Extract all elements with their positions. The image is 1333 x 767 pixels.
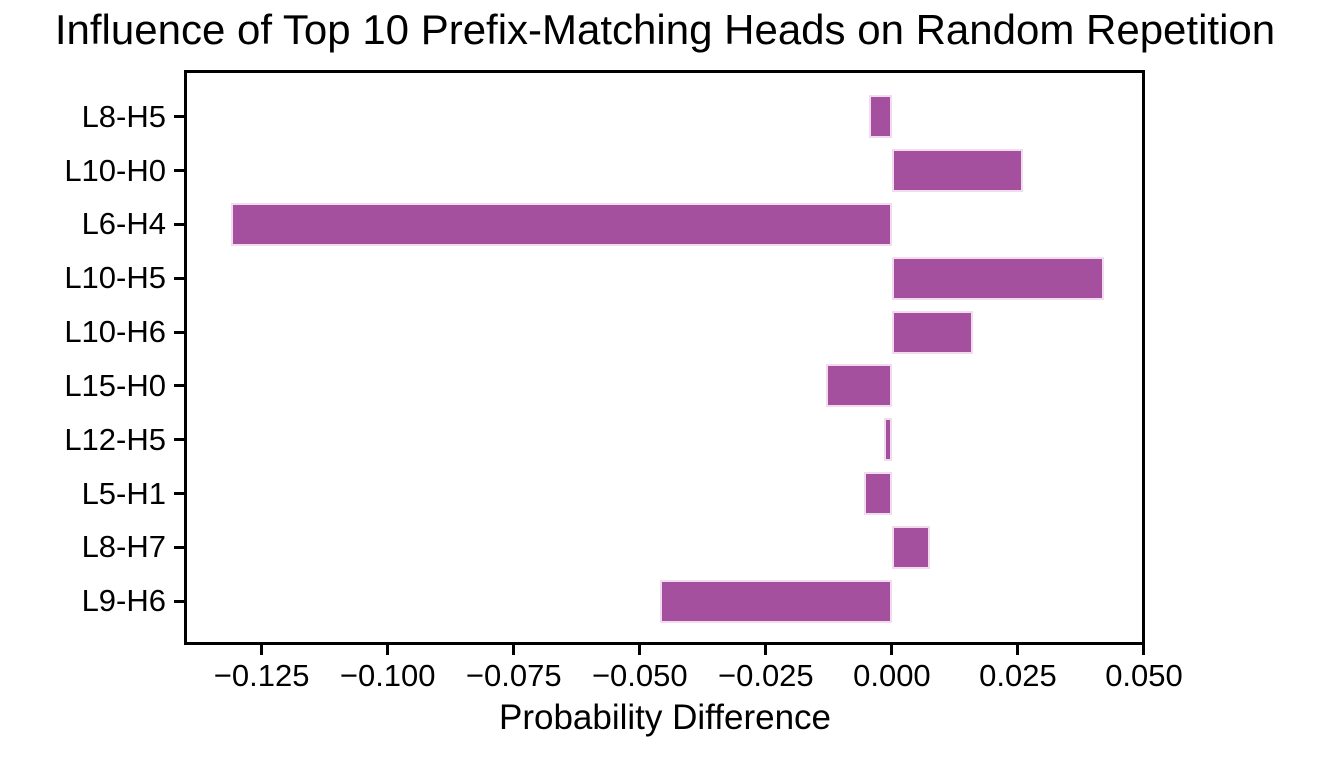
x-tick-mark — [890, 645, 894, 655]
y-tick-label: L8-H7 — [81, 529, 166, 565]
bar-L10-H6 — [891, 310, 973, 354]
y-tick-mark — [174, 438, 184, 442]
bar-L9-H6 — [659, 579, 892, 623]
x-tick-mark — [512, 645, 516, 655]
y-tick-label: L10-H6 — [64, 314, 166, 350]
chart-title: Influence of Top 10 Prefix-Matching Head… — [54, 6, 1276, 53]
bar-L10-H0 — [891, 149, 1023, 193]
y-tick-mark — [174, 276, 184, 280]
y-tick-mark — [174, 492, 184, 495]
bar-L12-H5 — [884, 418, 892, 462]
y-tick-mark — [174, 384, 184, 388]
bar-L8-H7 — [891, 525, 930, 569]
bar-L10-H5 — [891, 256, 1104, 300]
y-tick-mark — [174, 169, 184, 173]
x-tick-label: −0.050 — [591, 658, 688, 693]
x-tick-label: −0.100 — [339, 658, 436, 693]
y-tick-mark — [174, 599, 184, 603]
x-tick-label: 0.050 — [1105, 658, 1183, 693]
y-tick-label: L12-H5 — [64, 421, 166, 457]
y-tick-mark — [174, 545, 184, 549]
y-tick-mark — [174, 115, 184, 119]
x-tick-mark — [1016, 645, 1020, 655]
y-tick-label: L10-H5 — [64, 260, 166, 296]
x-tick-label: 0.025 — [979, 658, 1057, 693]
y-tick-label: L15-H0 — [64, 367, 166, 403]
x-tick-label: −0.125 — [213, 658, 310, 693]
x-axis-label: Probability Difference — [498, 698, 832, 737]
y-tick-mark — [174, 330, 184, 334]
y-tick-label: L6-H4 — [81, 206, 166, 242]
bar-L6-H4 — [231, 202, 892, 246]
x-tick-label: −0.075 — [465, 658, 562, 693]
x-tick-mark — [1142, 645, 1146, 655]
bar-L5-H1 — [864, 472, 892, 515]
bar-L8-H5 — [869, 95, 892, 139]
y-tick-label: L8-H5 — [81, 98, 166, 134]
x-tick-mark — [764, 645, 768, 655]
x-tick-mark — [386, 645, 390, 655]
y-tick-label: L10-H0 — [64, 152, 166, 188]
y-tick-label: L5-H1 — [81, 475, 166, 511]
y-tick-mark — [174, 222, 184, 226]
x-tick-mark — [260, 645, 264, 655]
x-tick-label: 0.000 — [853, 658, 931, 693]
x-tick-mark — [638, 645, 642, 655]
bar-L15-H0 — [826, 364, 892, 408]
x-tick-label: −0.025 — [717, 658, 814, 693]
y-tick-label: L9-H6 — [81, 583, 166, 619]
